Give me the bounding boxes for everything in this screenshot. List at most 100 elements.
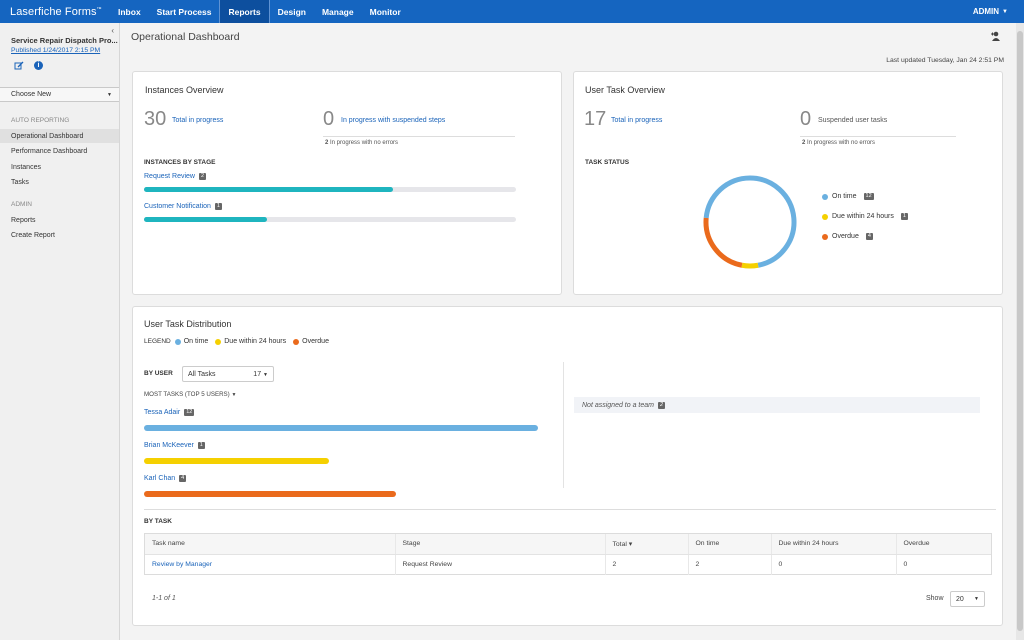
stage-label[interactable]: Customer Notification 1 xyxy=(144,203,222,210)
user-task-bar xyxy=(144,425,538,431)
task-filter-count: 17 xyxy=(253,370,262,378)
user-tasks-total-num: 17 xyxy=(584,108,607,130)
user-name: Brian McKeever xyxy=(144,442,194,449)
instances-suspended-num: 0 xyxy=(323,108,335,130)
sidebar-item-performance-dashboard[interactable]: Performance Dashboard xyxy=(11,148,88,155)
badge: 12 xyxy=(184,409,195,416)
user-task-title: User Task Overview xyxy=(585,85,665,95)
sidebar-item-instances[interactable]: Instances xyxy=(11,163,41,171)
user-task-bar xyxy=(144,458,330,464)
nav-inbox[interactable]: Inbox xyxy=(118,6,141,17)
legend-on-time: On time xyxy=(174,338,209,345)
scrollbar-thumb[interactable] xyxy=(1017,31,1023,631)
legend-text: On time xyxy=(183,338,209,345)
brand-logo[interactable]: Laserfiche Forms™ xyxy=(10,5,102,18)
nav-reports[interactable]: Reports xyxy=(219,0,270,23)
sidebar-item-reports[interactable]: Reports xyxy=(11,216,36,224)
donut-slice-due-within-24-hours xyxy=(741,262,759,269)
status-legend-on-time: On time 12 xyxy=(822,193,874,200)
legend-dot xyxy=(174,338,181,345)
collapse-icon[interactable]: ‹ xyxy=(111,26,114,35)
user-tasks-suspended-num: 0 xyxy=(800,108,812,130)
user-tasks-total-label[interactable]: Total in progress xyxy=(611,117,663,124)
legend-dot xyxy=(293,338,300,345)
chevron-down-icon: ▼ xyxy=(974,596,979,602)
instances-overview-card: Instances Overview 30 Total in progress … xyxy=(132,71,562,295)
instances-by-stage-label: INSTANCES BY STAGE xyxy=(144,159,216,166)
task-name-link[interactable]: Review by Manager xyxy=(145,554,396,575)
legend-due-within-24-hours: Due within 24 hours xyxy=(215,338,286,345)
paging-info: 1-1 of 1 xyxy=(152,595,176,602)
table-header-on-time: On time xyxy=(688,534,772,555)
badge: 1 xyxy=(900,213,908,220)
page-size-value: 20 xyxy=(956,595,964,603)
legend-text: Overdue xyxy=(302,338,329,345)
stage-name: Request Review xyxy=(144,173,195,180)
show-label: Show xyxy=(926,595,944,602)
instances-total-label[interactable]: Total in progress xyxy=(172,117,224,124)
instances-total-num: 30 xyxy=(144,108,167,130)
user-name: Karl Chan xyxy=(144,475,176,482)
nav-design[interactable]: Design xyxy=(277,6,306,17)
legend-text: On time xyxy=(832,193,857,200)
table-header-total[interactable]: Total ▾ xyxy=(605,534,689,555)
by-user-label: BY USER xyxy=(144,370,173,377)
task-filter-value: All Tasks xyxy=(188,370,216,378)
page-scrollbar[interactable] xyxy=(1016,23,1024,640)
donut-slice-overdue xyxy=(703,217,743,268)
user-label[interactable]: Tessa Adair 12 xyxy=(144,409,195,416)
user-task-distribution-card: User Task Distribution LEGEND On time Due… xyxy=(132,306,1003,626)
user-label[interactable]: Brian McKeever 1 xyxy=(144,442,205,449)
user-name: Tessa Adair xyxy=(144,409,181,416)
page-size-select[interactable]: 20 ▼ xyxy=(950,591,985,607)
user-task-bar xyxy=(144,491,397,497)
chevron-down-icon: ▼ xyxy=(231,392,237,398)
legend-dot xyxy=(822,193,828,200)
not-assigned-team[interactable]: Not assigned to a team 2 xyxy=(574,397,980,413)
most-tasks-dropdown[interactable]: MOST TASKS (TOP 5 USERS) ▼ xyxy=(144,391,237,398)
badge: 4 xyxy=(179,475,187,482)
user-tasks-no-errors: 2 In progress with no errors xyxy=(802,140,876,146)
status-legend-overdue: Overdue 4 xyxy=(822,233,873,240)
info-icon[interactable]: i xyxy=(34,61,43,70)
instances-no-errors: 2 In progress with no errors xyxy=(325,140,399,146)
stage-name: Customer Notification xyxy=(144,203,211,210)
edit-icon[interactable] xyxy=(14,61,24,71)
table-cell: 0 xyxy=(903,561,908,569)
table-cell: 0 xyxy=(771,554,897,575)
sidebar-item-tasks[interactable]: Tasks xyxy=(11,179,29,186)
page-title: Operational Dashboard xyxy=(131,31,240,43)
table-cell: 2 xyxy=(688,554,772,575)
user-label[interactable]: Karl Chan 4 xyxy=(144,475,187,482)
add-user-icon[interactable] xyxy=(990,31,1002,43)
user-menu[interactable]: ADMIN ▼ xyxy=(973,0,1008,23)
nav-start-process[interactable]: Start Process xyxy=(156,6,212,17)
chevron-down-icon: ▼ xyxy=(107,91,112,98)
nav-monitor[interactable]: Monitor xyxy=(369,6,401,17)
choose-new-dropdown[interactable]: Choose New ▼ xyxy=(0,87,119,102)
nav-manage[interactable]: Manage xyxy=(321,6,354,17)
task-filter-select[interactable]: All Tasks 17 ▼ xyxy=(182,366,274,382)
published-link[interactable]: Published 1/24/2017 2:15 PM xyxy=(11,47,101,54)
legend-dot xyxy=(822,233,828,240)
sidebar-item-create-report[interactable]: Create Report xyxy=(11,232,55,239)
admin-label: ADMIN xyxy=(11,201,32,208)
legend-text: Due within 24 hours xyxy=(224,338,287,345)
sidebar-item-operational-dashboard[interactable]: Operational Dashboard xyxy=(0,129,119,143)
stage-progress-track xyxy=(144,217,516,222)
badge: 1 xyxy=(197,442,205,449)
legend-text: Due within 24 hours xyxy=(832,213,894,220)
task-status-label: TASK STATUS xyxy=(585,159,630,166)
distribution-title: User Task Distribution xyxy=(144,319,232,329)
top-nav: Laserfiche Forms™ Inbox Start Process Repo… xyxy=(0,0,1024,23)
badge: 4 xyxy=(865,233,873,240)
table-header-stage: Stage xyxy=(395,534,606,555)
status-legend-due-within-24-hours: Due within 24 hours 1 xyxy=(822,213,908,220)
stage-label[interactable]: Request Review 2 xyxy=(144,173,207,180)
divider xyxy=(563,362,564,488)
auto-reporting-label: AUTO REPORTING xyxy=(11,117,70,124)
instances-suspended-label[interactable]: In progress with suspended steps xyxy=(341,117,446,124)
legend-label: LEGEND xyxy=(144,338,171,345)
choose-new-label: Choose New xyxy=(11,91,52,98)
stage-progress-fill xyxy=(144,217,267,222)
